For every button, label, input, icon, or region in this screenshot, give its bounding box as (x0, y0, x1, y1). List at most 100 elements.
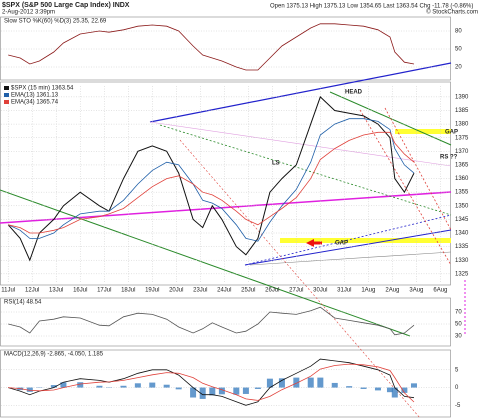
y-tick-label: 1390 (455, 94, 469, 100)
x-tick-label: 23Jul (193, 288, 207, 294)
series-line (8, 131, 415, 234)
trendline (0, 189, 411, 337)
histogram-bar (190, 387, 197, 398)
header-title: $SPX (S&P 500 Large Cap Index) INDX (2, 2, 130, 9)
histogram-bar (317, 377, 324, 388)
histogram-bar (346, 386, 353, 388)
annotation: LS (272, 161, 280, 167)
x-tick-label: 20Jul (169, 288, 183, 294)
y-tick-label: 50 (455, 322, 462, 328)
y-tick-label: 1340 (455, 231, 469, 237)
trendline (329, 91, 452, 146)
histogram-bar (386, 387, 393, 393)
y-tick-label: 50 (455, 47, 462, 53)
x-tick-label: 1Aug (361, 288, 375, 294)
macd-frame (0, 349, 451, 418)
y-tick-label: 1345 (455, 217, 469, 223)
gap-arrow (306, 239, 322, 247)
histogram-bar (331, 382, 338, 388)
annotation: GAP (335, 241, 348, 247)
trendline (149, 62, 452, 123)
y-tick-label: 1360 (455, 176, 469, 182)
y-tick-label: 20 (455, 65, 462, 71)
histogram-bar (163, 384, 170, 388)
trendline (359, 109, 452, 266)
histogram-bar (120, 385, 127, 388)
trendline (179, 139, 421, 418)
x-tick-label: 2Aug (385, 288, 399, 294)
x-tick-label: 31Jul (337, 288, 351, 294)
x-tick-label: 25Jul (241, 288, 255, 294)
histogram-bar (77, 382, 84, 388)
histogram-bar (199, 387, 206, 399)
series-line (8, 306, 415, 336)
x-tick-label: 16Jul (73, 288, 87, 294)
trendline (384, 107, 452, 231)
series-line (8, 23, 415, 71)
histogram-bar (209, 387, 216, 396)
histogram-bar (307, 377, 314, 388)
x-tick-label: 3Aug (409, 288, 423, 294)
gap-band (280, 238, 451, 243)
histogram-bar (254, 387, 261, 389)
y-tick-label: 30 (455, 334, 462, 340)
y-tick-label: 5 (455, 367, 459, 373)
annotation: HEAD (345, 90, 363, 96)
y-tick-label: 70 (455, 310, 462, 316)
x-tick-label: 18Jul (121, 288, 135, 294)
price-frame (0, 81, 451, 286)
x-tick-label: 17Jul (97, 288, 111, 294)
histogram-bar (242, 387, 249, 394)
trendline (149, 121, 452, 167)
y-tick-label: 1380 (455, 122, 469, 128)
legend-swatch (4, 100, 9, 104)
trendline (249, 251, 452, 266)
y-tick-label: 1350 (455, 203, 469, 209)
histogram-bar (233, 387, 240, 395)
histogram-bar (60, 382, 67, 388)
trendline (0, 191, 452, 224)
legend-label: EMA(34) 1365.74 (11, 100, 59, 106)
header-credit: © StockCharts.com (426, 9, 478, 16)
histogram-bar (134, 383, 141, 388)
y-tick-label: -5 (455, 403, 461, 409)
annotation: RS ?? (440, 155, 458, 161)
header-quote: Open 1375.13 High 1375.13 Low 1354.65 La… (270, 4, 473, 10)
y-tick-label: 0 (455, 385, 459, 391)
series-line (8, 358, 415, 406)
histogram-bar (218, 387, 225, 395)
stoch-frame (0, 16, 451, 81)
histogram-bar (26, 387, 33, 392)
y-tick-label: 1365 (455, 163, 469, 169)
histogram-bar (401, 387, 408, 393)
legend-label: $SPX (15 min) 1363.54 (11, 86, 74, 92)
x-tick-label: 19Jul (145, 288, 159, 294)
gap-band (395, 129, 451, 134)
x-tick-label: 12Jul (25, 288, 39, 294)
x-tick-label: 30Jul (313, 288, 327, 294)
histogram-bar (374, 387, 381, 391)
series-line (7, 96, 415, 262)
series-line (8, 363, 415, 403)
x-tick-label: 6Aug (433, 288, 447, 294)
x-tick-label: 27Jul (289, 288, 303, 294)
trendline (244, 229, 452, 266)
annotation: GAP (445, 130, 458, 136)
trendline (244, 214, 452, 266)
histogram-bar (410, 383, 417, 388)
legend-swatch (4, 86, 9, 90)
histogram-bar (391, 387, 398, 398)
panel-title: RSI(14) 48.54 (4, 300, 42, 306)
header-date: 2-Aug-2012 3:39pm (2, 10, 55, 16)
histogram-bar (149, 382, 156, 388)
histogram-bar (266, 378, 273, 388)
y-tick-label: 1335 (455, 244, 469, 250)
x-tick-label: 24Jul (217, 288, 231, 294)
x-tick-label: 11Jul (1, 288, 15, 294)
x-tick-label: 13Jul (49, 288, 63, 294)
y-tick-label: 1385 (455, 108, 469, 114)
x-tick-label: 26Jul (265, 288, 279, 294)
histogram-bar (96, 385, 103, 388)
histogram-bar (50, 385, 57, 388)
